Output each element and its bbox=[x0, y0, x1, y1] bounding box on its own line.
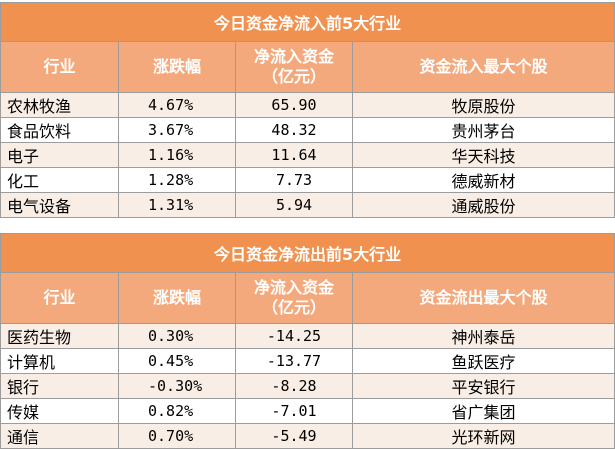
table-row: 传媒 0.82% -7.01 省广集团 bbox=[0, 398, 615, 424]
change-cell: 1.16% bbox=[118, 142, 236, 168]
industry-cell: 农林牧渔 bbox=[0, 92, 119, 118]
header-net-flow: 净流入资金 （亿元） bbox=[235, 41, 353, 93]
outflow-table-title: 今日资金净流出前5大行业 bbox=[0, 233, 615, 273]
flow-cell: 65.90 bbox=[235, 92, 353, 118]
industry-cell: 银行 bbox=[0, 373, 119, 399]
outflow-table: 今日资金净流出前5大行业 行业 涨跌幅 净流入资金 （亿元） 资金流出最大个股 … bbox=[0, 233, 615, 449]
industry-cell: 化工 bbox=[0, 167, 119, 193]
table-row: 食品饮料 3.67% 48.32 贵州茅台 bbox=[0, 117, 615, 143]
stock-cell: 华天科技 bbox=[351, 142, 615, 168]
stock-cell: 德威新材 bbox=[351, 167, 615, 193]
header-industry: 行业 bbox=[0, 272, 119, 324]
flow-cell: -7.01 bbox=[235, 398, 353, 424]
change-cell: 0.70% bbox=[118, 423, 236, 449]
stock-cell: 贵州茅台 bbox=[351, 117, 615, 143]
change-cell: 0.45% bbox=[118, 348, 236, 374]
stock-cell: 平安银行 bbox=[351, 373, 615, 399]
change-cell: 1.31% bbox=[118, 192, 236, 218]
flow-cell: -5.49 bbox=[235, 423, 353, 449]
flow-cell: 5.94 bbox=[235, 192, 353, 218]
flow-cell: -13.77 bbox=[235, 348, 353, 374]
stock-cell: 鱼跃医疗 bbox=[351, 348, 615, 374]
header-top-stock: 资金流出最大个股 bbox=[351, 272, 615, 324]
table-row: 通信 0.70% -5.49 光环新网 bbox=[0, 423, 615, 449]
table-row: 银行 -0.30% -8.28 平安银行 bbox=[0, 373, 615, 399]
table-row: 农林牧渔 4.67% 65.90 牧原股份 bbox=[0, 92, 615, 118]
change-cell: -0.30% bbox=[118, 373, 236, 399]
flow-cell: -8.28 bbox=[235, 373, 353, 399]
header-change: 涨跌幅 bbox=[118, 41, 236, 93]
change-cell: 4.67% bbox=[118, 92, 236, 118]
flow-cell: 48.32 bbox=[235, 117, 353, 143]
change-cell: 0.82% bbox=[118, 398, 236, 424]
inflow-table-title: 今日资金净流入前5大行业 bbox=[0, 2, 615, 42]
industry-cell: 医药生物 bbox=[0, 323, 119, 349]
table-row: 计算机 0.45% -13.77 鱼跃医疗 bbox=[0, 348, 615, 374]
table-row: 电子 1.16% 11.64 华天科技 bbox=[0, 142, 615, 168]
flow-cell: 11.64 bbox=[235, 142, 353, 168]
inflow-table: 今日资金净流入前5大行业 行业 涨跌幅 净流入资金 （亿元） 资金流入最大个股 … bbox=[0, 2, 615, 218]
stock-cell: 牧原股份 bbox=[351, 92, 615, 118]
industry-cell: 电子 bbox=[0, 142, 119, 168]
stock-cell: 光环新网 bbox=[351, 423, 615, 449]
header-top-stock: 资金流入最大个股 bbox=[351, 41, 615, 93]
change-cell: 0.30% bbox=[118, 323, 236, 349]
change-cell: 1.28% bbox=[118, 167, 236, 193]
header-industry: 行业 bbox=[0, 41, 119, 93]
table-row: 电气设备 1.31% 5.94 通威股份 bbox=[0, 192, 615, 218]
table-row: 医药生物 0.30% -14.25 神州泰岳 bbox=[0, 323, 615, 349]
industry-cell: 食品饮料 bbox=[0, 117, 119, 143]
table-row: 化工 1.28% 7.73 德威新材 bbox=[0, 167, 615, 193]
industry-cell: 电气设备 bbox=[0, 192, 119, 218]
flow-cell: 7.73 bbox=[235, 167, 353, 193]
header-net-flow: 净流入资金 （亿元） bbox=[235, 272, 353, 324]
header-change: 涨跌幅 bbox=[118, 272, 236, 324]
industry-cell: 通信 bbox=[0, 423, 119, 449]
stock-cell: 神州泰岳 bbox=[351, 323, 615, 349]
industry-cell: 计算机 bbox=[0, 348, 119, 374]
flow-cell: -14.25 bbox=[235, 323, 353, 349]
industry-cell: 传媒 bbox=[0, 398, 119, 424]
stock-cell: 通威股份 bbox=[351, 192, 615, 218]
change-cell: 3.67% bbox=[118, 117, 236, 143]
stock-cell: 省广集团 bbox=[351, 398, 615, 424]
